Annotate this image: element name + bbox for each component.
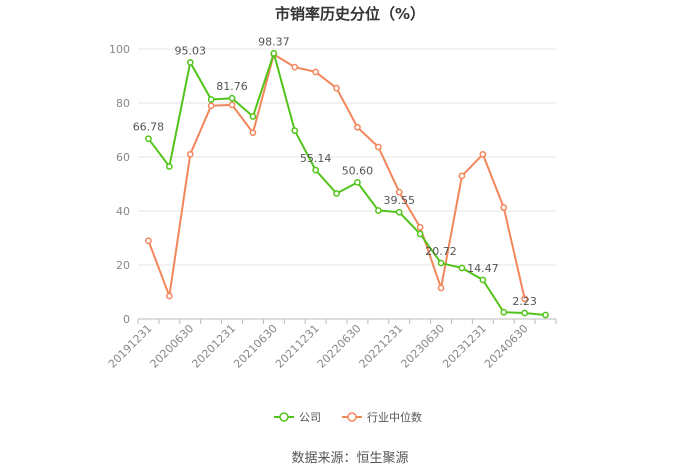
data-point [416, 230, 424, 238]
x-tick-label: 20230630 [398, 322, 447, 371]
x-tick-label: 20220630 [315, 322, 364, 371]
data-point [500, 308, 508, 316]
data-point [207, 96, 215, 103]
data-point [521, 309, 529, 317]
data-label: 14.47 [467, 262, 499, 275]
data-point [437, 259, 445, 267]
data-point [270, 50, 278, 57]
data-point [249, 113, 257, 120]
legend-item: 公司 [274, 411, 321, 424]
data-point [228, 94, 236, 102]
series-line [147, 52, 546, 316]
data-point [249, 129, 257, 137]
data-point [333, 190, 340, 197]
data-point [291, 63, 299, 71]
series-group [145, 50, 549, 319]
data-point [375, 143, 382, 151]
legend-marker [279, 412, 289, 422]
data-point [437, 284, 445, 292]
chart-title: 市销率历史分位（%） [274, 5, 426, 23]
data-point [458, 172, 466, 180]
x-tick-label: 20200630 [148, 322, 197, 371]
data-point [479, 276, 487, 284]
legend: 公司 行业中位数 [274, 410, 422, 424]
data-point [145, 237, 152, 245]
y-tick-label: 60 [116, 151, 130, 164]
data-label: 66.78 [133, 121, 165, 134]
x-tick-label: 20240630 [482, 322, 531, 371]
data-point [479, 150, 487, 158]
data-point [375, 207, 382, 214]
data-point [166, 292, 173, 300]
y-tick-label: 80 [116, 97, 130, 110]
data-label: 55.14 [300, 152, 332, 165]
data-point [207, 102, 215, 110]
data-label: 50.60 [342, 164, 374, 177]
data-point [186, 150, 194, 158]
x-tick-label: 20211231 [273, 322, 322, 371]
data-point [458, 264, 466, 272]
data-label: 20.72 [425, 245, 457, 258]
legend-label: 行业中位数 [367, 410, 422, 424]
data-point [312, 166, 319, 174]
chart-source: 数据来源：恒生聚源 [291, 451, 409, 466]
legend-label: 公司 [299, 411, 321, 424]
legend-item: 行业中位数 [342, 410, 422, 424]
data-label: 39.55 [384, 194, 416, 207]
data-point [521, 295, 529, 303]
data-point [166, 163, 173, 170]
data-label: 98.37 [258, 35, 290, 48]
y-tick-label: 0 [123, 313, 130, 326]
data-point [354, 179, 361, 186]
data-label: 81.76 [216, 80, 248, 93]
data-point [416, 223, 424, 231]
data-point [312, 68, 319, 76]
data-point [395, 208, 403, 216]
data-point [186, 59, 194, 66]
data-point [333, 84, 340, 92]
y-tick-label: 100 [109, 43, 130, 56]
data-label: 95.03 [175, 44, 207, 57]
y-tick-label: 20 [116, 259, 130, 272]
x-tick-label: 20231231 [440, 322, 489, 371]
data-point [228, 101, 236, 109]
x-tick-label: 20221231 [357, 322, 406, 371]
data-point [145, 135, 152, 143]
data-point [542, 311, 549, 319]
x-tick-label: 20201231 [189, 322, 238, 371]
x-tick-label: 20210630 [231, 322, 280, 371]
data-point [354, 123, 361, 131]
data-label: 2.23 [512, 295, 537, 308]
data-point [500, 204, 508, 211]
series-group [145, 51, 529, 303]
y-tick-label: 40 [116, 205, 130, 218]
data-point [395, 188, 403, 196]
data-point [291, 127, 299, 134]
legend-marker [347, 412, 357, 422]
x-tick-label: 20191231 [106, 322, 155, 371]
